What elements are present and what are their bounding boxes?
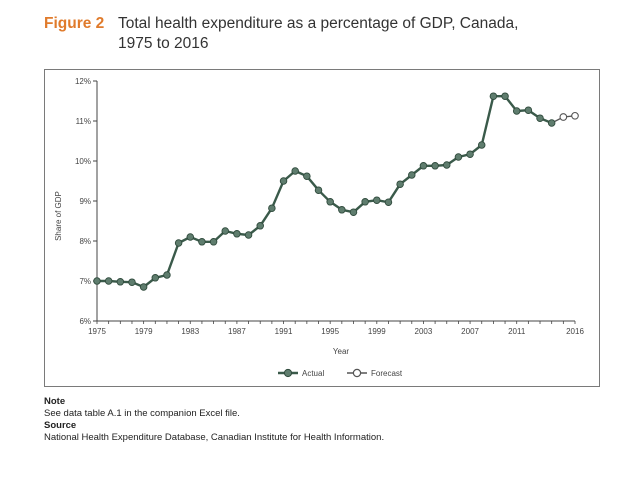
- series-layer: [93, 92, 579, 291]
- actual-point: [408, 171, 416, 179]
- actual-point: [256, 222, 264, 230]
- y-tick-label: 8%: [79, 237, 91, 246]
- y-tick-label: 11%: [76, 117, 91, 126]
- notes-block: Note See data table A.1 in the companion…: [44, 396, 384, 444]
- y-tick-label: 6%: [79, 317, 91, 326]
- actual-point: [128, 278, 136, 286]
- note-heading: Note: [44, 396, 66, 407]
- x-tick-label: 1975: [88, 327, 106, 336]
- actual-point: [512, 107, 521, 115]
- legend-forecast-marker: [352, 368, 362, 378]
- legend-actual-label: Actual: [302, 369, 324, 378]
- actual-point: [163, 271, 171, 279]
- chart-frame: 6% 7% 8% 9% 10% 11% 12% 1975 1979 1983 1987 1991 19…: [44, 69, 600, 387]
- forecast-point: [571, 111, 579, 120]
- x-axis-label: Year: [333, 347, 350, 356]
- legend-actual-marker: [283, 368, 293, 378]
- actual-point: [221, 227, 229, 235]
- actual-point: [209, 238, 218, 246]
- actual-point: [419, 162, 428, 170]
- actual-point: [489, 92, 498, 100]
- actual-point: [501, 92, 509, 100]
- actual-point: [396, 180, 404, 188]
- x-tick-label: 1979: [135, 327, 153, 336]
- figure-number: Figure 2: [44, 15, 105, 32]
- actual-point: [104, 277, 113, 285]
- actual-point: [443, 161, 451, 169]
- x-tick-label: 1987: [228, 327, 246, 336]
- actual-point: [233, 230, 241, 238]
- actual-point: [524, 106, 533, 114]
- actual-point: [326, 198, 334, 206]
- x-tick-label: 1983: [181, 327, 199, 336]
- x-tick-label: 1991: [275, 327, 293, 336]
- figure-title-line2: 1975 to 2016: [118, 35, 209, 52]
- y-tick-label: 12%: [75, 77, 91, 86]
- y-axis: 6% 7% 8% 9% 10% 11% 12%: [75, 77, 98, 326]
- y-tick-label: 10%: [75, 157, 91, 166]
- actual-point: [198, 238, 206, 246]
- actual-point: [466, 150, 474, 158]
- actual-point: [314, 186, 323, 194]
- x-tick-label: 2016: [566, 327, 584, 336]
- y-tick-label: 7%: [79, 277, 91, 286]
- actual-point: [384, 198, 393, 206]
- actual-point: [244, 231, 253, 239]
- source-heading: Source: [44, 420, 77, 431]
- actual-point: [186, 233, 195, 241]
- x-tick-label: 1999: [368, 327, 386, 336]
- actual-point: [93, 277, 101, 285]
- actual-line: [97, 95, 553, 289]
- actual-point: [174, 239, 183, 247]
- x-tick-label: 1995: [321, 327, 339, 336]
- x-tick-label: 2011: [508, 327, 526, 336]
- x-axis: 1975 1979 1983 1987 1991 1995 1999 2003 2007 2011…: [88, 320, 584, 336]
- actual-point: [431, 162, 439, 170]
- legend: Actual Forecast: [278, 368, 403, 378]
- actual-point: [361, 198, 369, 206]
- actual-point: [547, 119, 556, 127]
- actual-point: [151, 274, 160, 282]
- actual-point: [291, 167, 299, 175]
- y-axis-label: Share of GDP: [54, 191, 63, 241]
- actual-point: [268, 204, 276, 212]
- x-tick-label: 2007: [461, 327, 479, 336]
- y-tick-label: 9%: [79, 197, 91, 206]
- figure-title-line1: Total health expenditure as a percentage…: [118, 15, 519, 32]
- note-text: See data table A.1 in the companion Exce…: [44, 408, 240, 419]
- source-text: National Health Expenditure Database, Ca…: [44, 432, 385, 443]
- figure-title: Figure 2 Total health expenditure as a pe…: [44, 14, 604, 52]
- legend-forecast-label: Forecast: [371, 369, 403, 378]
- forecast-point: [559, 113, 568, 121]
- actual-point: [454, 153, 463, 161]
- actual-point: [279, 177, 288, 185]
- line-chart: 6%7%8%9%10%11%12% 1975 1979 1983 1987 1991 19…: [54, 77, 584, 378]
- actual-point: [139, 283, 148, 291]
- actual-point: [349, 208, 358, 216]
- actual-point: [338, 206, 346, 214]
- actual-point: [116, 278, 125, 286]
- actual-point: [303, 172, 311, 180]
- x-tick-label: 2003: [415, 327, 433, 336]
- actual-point: [536, 114, 544, 122]
- actual-point: [477, 141, 486, 149]
- actual-point: [373, 196, 381, 204]
